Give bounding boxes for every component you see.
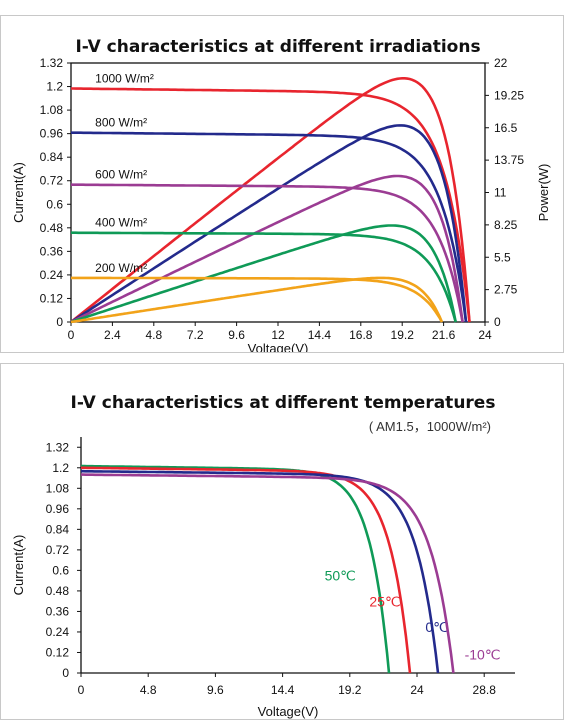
y-tick-label: 0.36 bbox=[40, 244, 64, 258]
series-label: 50℃ bbox=[325, 568, 356, 584]
y-tick-label: 0.6 bbox=[52, 563, 69, 577]
y-tick-label: 0.48 bbox=[40, 221, 64, 235]
x-tick-label: 4.8 bbox=[145, 328, 162, 342]
y2-tick-label: 22 bbox=[494, 56, 508, 70]
y2-axis-label: Power(W) bbox=[536, 164, 551, 222]
pv-curve-4 bbox=[70, 276, 444, 324]
x-tick-label: 14.4 bbox=[271, 683, 295, 697]
x-tick-label: 24 bbox=[410, 683, 424, 697]
y-axis-label: Current(A) bbox=[11, 535, 26, 596]
x-tick-label: 9.6 bbox=[228, 328, 245, 342]
y-axis-label: Current(A) bbox=[11, 162, 26, 223]
y-tick-label: 0.84 bbox=[46, 522, 70, 536]
y-tick-label: 0.84 bbox=[40, 150, 64, 164]
series-label: 25℃ bbox=[369, 593, 400, 609]
chart-title: I-V characteristics at different irradia… bbox=[75, 37, 480, 57]
pv-curve-3 bbox=[70, 224, 457, 324]
y-tick-label: 0 bbox=[56, 315, 63, 329]
y-tick-label: 1.08 bbox=[40, 103, 64, 117]
x-axis-label: Voltage(V) bbox=[258, 704, 319, 719]
x-tick-label: 0 bbox=[78, 683, 85, 697]
y2-tick-label: 11 bbox=[494, 186, 507, 200]
series-label: 1000 W/m² bbox=[95, 72, 154, 86]
x-tick-label: 19.2 bbox=[338, 683, 362, 697]
y2-tick-label: 16.5 bbox=[494, 121, 518, 135]
series-label: -10℃ bbox=[465, 646, 501, 662]
y-tick-label: 0.48 bbox=[46, 584, 70, 598]
iv-curve-4 bbox=[71, 276, 444, 323]
pv-curve-0 bbox=[70, 77, 471, 324]
y-tick-label: 0.72 bbox=[40, 174, 64, 188]
temperature-chart-panel: I-V characteristics at different tempera… bbox=[0, 363, 564, 720]
y2-tick-label: 5.5 bbox=[494, 250, 511, 264]
x-tick-label: 14.4 bbox=[308, 328, 332, 342]
x-tick-label: 21.6 bbox=[432, 328, 456, 342]
series-label: 800 W/m² bbox=[95, 116, 147, 130]
iv-curve-3 bbox=[71, 231, 457, 323]
x-tick-label: 7.2 bbox=[187, 328, 204, 342]
x-tick-label: 28.8 bbox=[473, 683, 497, 697]
y-tick-label: 0 bbox=[62, 666, 69, 680]
y2-tick-label: 19.25 bbox=[494, 88, 524, 102]
y2-tick-label: 2.75 bbox=[494, 283, 518, 297]
y-tick-label: 1.32 bbox=[46, 440, 70, 454]
irradiation-chart-panel: I-V characteristics at different irradia… bbox=[0, 15, 564, 353]
series-label: 0℃ bbox=[425, 619, 449, 635]
y-tick-label: 0.12 bbox=[40, 291, 64, 305]
y-tick-label: 0.12 bbox=[46, 645, 70, 659]
y2-tick-label: 8.25 bbox=[494, 218, 518, 232]
x-tick-label: 12 bbox=[271, 328, 285, 342]
iv-curve-0 bbox=[81, 464, 391, 674]
iv-curve-1 bbox=[81, 466, 412, 674]
y-tick-label: 0.72 bbox=[46, 543, 70, 557]
series-label: 600 W/m² bbox=[95, 168, 147, 182]
iv-curve-1 bbox=[71, 131, 468, 323]
temperature-chart: I-V characteristics at different tempera… bbox=[11, 393, 515, 719]
x-tick-label: 0 bbox=[68, 328, 75, 342]
iv-curve-2 bbox=[71, 183, 464, 323]
x-tick-label: 24 bbox=[478, 328, 492, 342]
irradiation-chart: I-V characteristics at different irradia… bbox=[11, 37, 551, 352]
iv-curve-3 bbox=[81, 473, 455, 674]
iv-curve-0 bbox=[71, 87, 471, 323]
x-tick-label: 4.8 bbox=[140, 683, 157, 697]
pv-curve-2 bbox=[70, 174, 464, 324]
x-tick-label: 9.6 bbox=[207, 683, 224, 697]
chart-title: I-V characteristics at different tempera… bbox=[71, 393, 496, 413]
y-tick-label: 0.6 bbox=[46, 197, 63, 211]
y2-tick-label: 0 bbox=[494, 315, 501, 329]
iv-curve-2 bbox=[81, 469, 440, 674]
x-tick-label: 2.4 bbox=[104, 328, 121, 342]
y-tick-label: 1.08 bbox=[46, 481, 70, 495]
y-tick-label: 0.96 bbox=[40, 127, 64, 141]
y-tick-label: 1.2 bbox=[46, 80, 63, 94]
x-tick-label: 16.8 bbox=[349, 328, 373, 342]
chart-subtitle: ( AM1.5，1000W/m²) bbox=[369, 419, 491, 434]
y-tick-label: 1.2 bbox=[52, 461, 69, 475]
y-tick-label: 0.36 bbox=[46, 604, 70, 618]
y-tick-label: 0.96 bbox=[46, 502, 70, 516]
x-axis-label: Voltage(V) bbox=[248, 341, 309, 352]
y2-tick-label: 13.75 bbox=[494, 153, 524, 167]
y-tick-label: 1.32 bbox=[40, 56, 64, 70]
series-label: 400 W/m² bbox=[95, 216, 147, 230]
series-label: 200 W/m² bbox=[95, 261, 147, 275]
y-tick-label: 0.24 bbox=[40, 268, 64, 282]
y-tick-label: 0.24 bbox=[46, 625, 70, 639]
x-tick-label: 19.2 bbox=[391, 328, 415, 342]
